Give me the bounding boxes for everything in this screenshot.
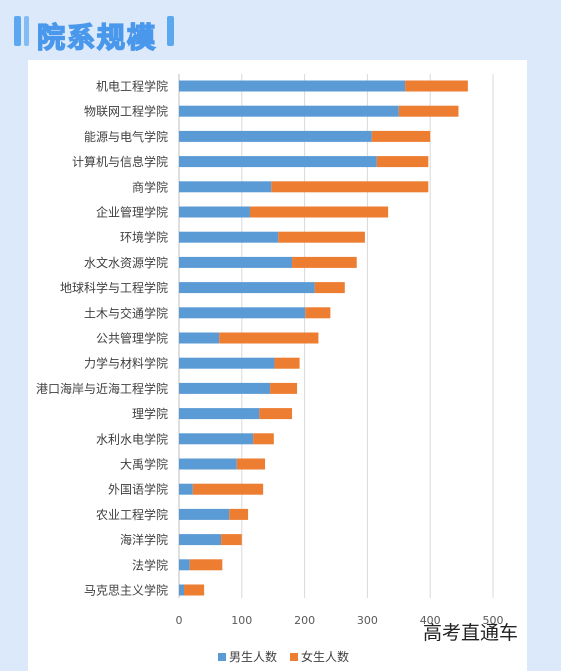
bar-male: [179, 256, 293, 268]
category-label: 港口海岸与近海工程学院: [36, 381, 168, 396]
bar-male: [179, 483, 193, 495]
x-tick-label: 400: [420, 614, 441, 627]
bar-female: [292, 256, 357, 268]
bar-female: [184, 584, 205, 596]
category-label: 大禹学院: [120, 457, 168, 472]
bar-male: [179, 508, 230, 520]
bar-male: [179, 130, 372, 142]
bar-male: [179, 584, 185, 596]
category-label: 商学院: [132, 179, 168, 194]
bar-female: [189, 559, 223, 571]
legend-swatch-female: [290, 653, 298, 661]
bar-female: [274, 357, 300, 369]
legend-label-female: 女生人数: [301, 649, 349, 664]
bar-male: [179, 382, 271, 394]
bar-female: [259, 408, 293, 420]
bar-male: [179, 458, 237, 470]
bar-male: [179, 105, 399, 117]
bar-female: [271, 181, 429, 193]
category-label: 海洋学院: [120, 532, 168, 547]
category-label: 水文水资源学院: [84, 255, 168, 270]
bar-male: [179, 357, 275, 369]
bar-female: [236, 458, 266, 470]
bar-female: [270, 382, 298, 394]
bar-female: [405, 80, 468, 92]
category-label: 机电工程学院: [96, 79, 168, 94]
category-label: 物联网工程学院: [84, 104, 168, 119]
bar-female: [371, 130, 431, 142]
legend-label-male: 男生人数: [229, 649, 277, 664]
header: 院系规模: [0, 0, 561, 58]
watermark: 高考直通车: [423, 622, 519, 644]
bar-female: [221, 534, 242, 546]
title-deco-right: [167, 16, 174, 46]
bar-female: [376, 156, 429, 168]
page-title: 院系规模: [36, 20, 158, 55]
category-label: 外国语学院: [108, 482, 168, 497]
bar-male: [179, 559, 190, 571]
bar-male: [179, 307, 306, 319]
category-label: 环境学院: [120, 230, 168, 245]
category-label: 能源与电气学院: [84, 129, 168, 144]
legend-swatch-male: [218, 653, 226, 661]
category-label: 马克思主义学院: [84, 583, 168, 598]
bar-male: [179, 206, 250, 218]
title-deco-left: [14, 16, 21, 46]
category-label: 土木与交通学院: [84, 305, 168, 320]
bar-male: [179, 534, 222, 546]
bar-female: [314, 282, 345, 294]
title-deco-left-2: [24, 16, 29, 46]
bar-male: [179, 80, 406, 92]
bar-male: [179, 408, 260, 420]
bar-male: [179, 282, 315, 294]
bar-male: [179, 231, 279, 243]
bar-male: [179, 433, 254, 445]
x-tick-label: 0: [176, 614, 183, 627]
bar-male: [179, 332, 220, 344]
category-label: 公共管理学院: [96, 331, 168, 346]
bar-female: [219, 332, 319, 344]
bar-female: [253, 433, 274, 445]
category-label: 力学与材料学院: [84, 356, 168, 371]
x-tick-label: 100: [231, 614, 252, 627]
bar-female: [398, 105, 459, 117]
category-label: 企业管理学院: [96, 205, 168, 220]
bar-male: [179, 156, 377, 168]
bar-female: [305, 307, 331, 319]
category-label: 法学院: [132, 557, 168, 572]
category-label: 计算机与信息学院: [72, 154, 168, 169]
category-label: 理学院: [132, 406, 168, 421]
category-label: 地球科学与工程学院: [60, 280, 168, 295]
x-tick-label: 300: [357, 614, 378, 627]
x-tick-label: 200: [294, 614, 315, 627]
bar-female: [229, 508, 249, 520]
bar-male: [179, 181, 272, 193]
bar-female: [192, 483, 264, 495]
bar-female: [249, 206, 389, 218]
bar-female: [278, 231, 365, 243]
x-tick-label: 500: [483, 614, 504, 627]
category-label: 农业工程学院: [96, 507, 168, 522]
category-label: 水利水电学院: [96, 431, 168, 446]
